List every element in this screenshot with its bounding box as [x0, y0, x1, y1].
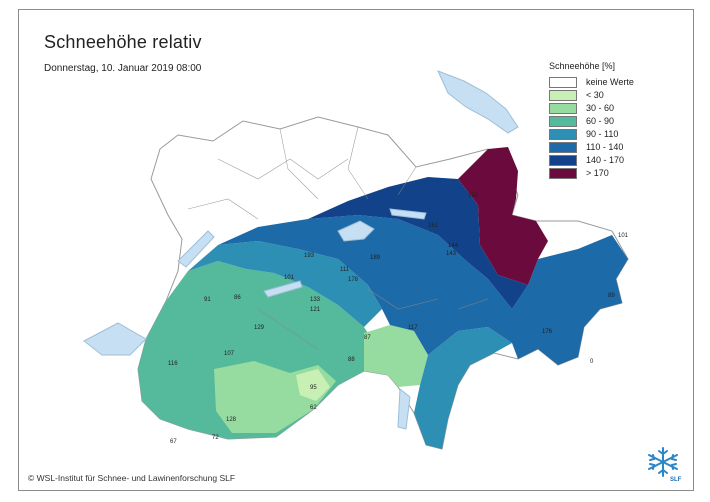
region-lt30	[296, 369, 330, 401]
station-label: 111	[340, 267, 350, 273]
legend-swatch	[549, 102, 577, 114]
legend-label: 140 - 170	[586, 155, 625, 165]
station-label: 88	[348, 357, 355, 363]
legend-swatch	[549, 167, 577, 179]
legend-item: 30 - 60	[549, 102, 634, 114]
station-label: 129	[254, 325, 265, 331]
station-label: 72	[212, 435, 219, 441]
lake-constance	[437, 70, 519, 134]
legend-label: < 30	[586, 90, 604, 100]
lake-maggiore	[397, 388, 411, 430]
station-label: 107	[224, 351, 235, 357]
station-label: 161	[428, 223, 439, 229]
legend-item: < 30	[549, 89, 634, 101]
station-label: 128	[226, 417, 237, 423]
legend-label: 110 - 140	[586, 142, 624, 152]
station-label: 67	[170, 439, 177, 445]
station-labels: 101 193 111 178 189 91 86 129 107 116 87…	[168, 193, 629, 445]
legend-swatch	[549, 89, 577, 101]
station-label: 189	[370, 255, 381, 261]
legend-item: keine Werte	[549, 76, 634, 88]
switzerland-map: 101 193 111 178 189 91 86 129 107 116 87…	[83, 70, 629, 450]
region-30-60-ticino	[364, 325, 428, 387]
legend-swatch	[549, 154, 577, 166]
legend-swatch	[549, 128, 577, 140]
map-timestamp: Donnerstag, 10. Januar 2019 08:00	[44, 63, 202, 74]
lake-neuchatel	[177, 230, 215, 268]
legend: Schneehöhe [%] keine Werte < 30 30 - 60 …	[549, 61, 634, 180]
station-label: 101	[284, 275, 295, 281]
region-110-140-east	[512, 235, 628, 365]
station-label: 91	[204, 297, 211, 303]
station-label: 95	[310, 385, 317, 391]
station-label: 89	[608, 293, 615, 299]
station-label: 101	[618, 233, 629, 239]
copyright-notice: © WSL-Institut für Schnee- und Lawinenfo…	[28, 473, 236, 483]
station-label: 0	[590, 359, 594, 365]
region-gt170	[458, 147, 548, 285]
region-140-170	[308, 177, 528, 309]
legend-label: 90 - 110	[586, 129, 619, 139]
station-label: 86	[234, 295, 241, 301]
lake-thun-brienz	[263, 280, 303, 298]
region-110-140	[218, 215, 512, 355]
station-label: 121	[310, 307, 321, 313]
station-label: 143	[446, 251, 457, 257]
station-label: 133	[310, 297, 321, 303]
legend-title: Schneehöhe [%]	[549, 61, 616, 71]
station-label: 154	[468, 193, 479, 199]
map-title: Schneehöhe relativ	[44, 32, 202, 52]
legend-item: 90 - 110	[549, 128, 634, 140]
station-label: 193	[304, 253, 315, 259]
station-label: 62	[310, 405, 317, 411]
lake-lucerne	[337, 220, 375, 242]
legend-swatch	[549, 115, 577, 127]
station-label: 116	[168, 361, 178, 367]
legend-item: 110 - 140	[549, 141, 634, 153]
station-label: 87	[364, 335, 371, 341]
legend-label: keine Werte	[586, 77, 634, 87]
legend-label: > 170	[586, 168, 609, 178]
region-90-110-south	[414, 327, 512, 449]
legend-item: 60 - 90	[549, 115, 634, 127]
station-label: 117	[408, 325, 418, 331]
legend-label: 30 - 60	[586, 103, 615, 113]
legend-item: > 170	[549, 167, 634, 179]
station-label: 144	[448, 243, 459, 249]
station-label: 176	[542, 329, 553, 335]
lake-zurich	[389, 208, 427, 220]
legend-item: 140 - 170	[549, 154, 634, 166]
canton-borders	[187, 126, 489, 350]
logo-text: SLF	[670, 477, 682, 483]
legend-swatch	[549, 76, 577, 88]
region-90-110	[188, 241, 382, 327]
slf-snowflake-logo	[648, 447, 678, 477]
legend-label: 60 - 90	[586, 116, 615, 126]
lake-geneva	[83, 322, 147, 356]
legend-swatch	[549, 141, 577, 153]
station-label: 178	[348, 277, 359, 283]
